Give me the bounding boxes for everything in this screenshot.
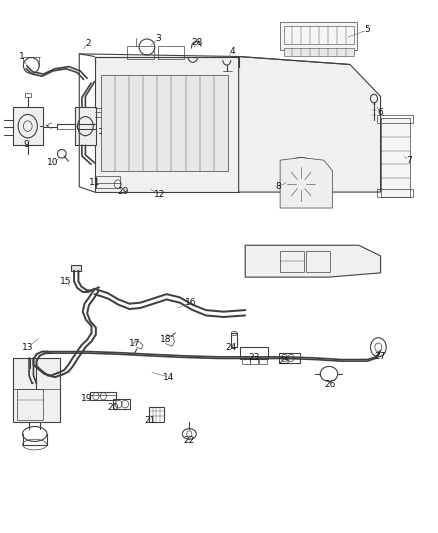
Bar bbox=[280, 22, 357, 50]
Bar bbox=[158, 46, 184, 59]
Bar bbox=[280, 251, 304, 272]
Bar bbox=[96, 176, 120, 188]
Text: 4: 4 bbox=[229, 47, 235, 55]
Text: 2: 2 bbox=[85, 39, 91, 48]
Polygon shape bbox=[239, 56, 381, 192]
Bar bbox=[251, 358, 258, 365]
Bar bbox=[381, 118, 410, 197]
Bar bbox=[149, 407, 164, 422]
Text: 29: 29 bbox=[117, 187, 129, 196]
Text: 17: 17 bbox=[129, 339, 141, 348]
Text: 22: 22 bbox=[184, 437, 195, 446]
Text: 5: 5 bbox=[364, 26, 370, 35]
Text: 7: 7 bbox=[406, 156, 412, 165]
Bar bbox=[127, 46, 153, 59]
Text: 16: 16 bbox=[185, 298, 196, 307]
Bar bbox=[306, 251, 330, 272]
Bar bbox=[377, 115, 413, 123]
Bar bbox=[242, 358, 250, 365]
Text: 20: 20 bbox=[108, 403, 119, 412]
Text: 24: 24 bbox=[226, 343, 237, 352]
Text: 23: 23 bbox=[248, 353, 260, 362]
Polygon shape bbox=[280, 158, 332, 208]
Bar bbox=[284, 26, 354, 44]
Text: 15: 15 bbox=[60, 277, 71, 286]
Text: 3: 3 bbox=[155, 35, 161, 44]
Text: 27: 27 bbox=[375, 352, 386, 361]
Text: 26: 26 bbox=[325, 380, 336, 389]
Text: 8: 8 bbox=[275, 182, 281, 191]
Text: 19: 19 bbox=[81, 394, 93, 403]
Text: 14: 14 bbox=[163, 373, 174, 382]
Bar bbox=[13, 107, 42, 146]
Text: 11: 11 bbox=[89, 178, 100, 187]
Text: 1: 1 bbox=[19, 52, 25, 61]
Bar bbox=[90, 392, 116, 400]
Text: 9: 9 bbox=[23, 140, 29, 149]
Bar bbox=[279, 353, 300, 364]
Bar bbox=[25, 93, 31, 98]
Text: 6: 6 bbox=[378, 108, 383, 117]
Text: 21: 21 bbox=[145, 416, 155, 425]
Bar bbox=[71, 265, 81, 271]
Text: 25: 25 bbox=[278, 357, 290, 366]
Text: 10: 10 bbox=[47, 158, 59, 167]
Bar bbox=[13, 358, 60, 422]
Bar bbox=[231, 334, 237, 348]
Bar bbox=[113, 399, 130, 409]
Bar bbox=[17, 389, 42, 419]
Polygon shape bbox=[95, 56, 239, 192]
Text: 18: 18 bbox=[160, 335, 172, 344]
Text: 28: 28 bbox=[191, 38, 203, 47]
Bar bbox=[240, 348, 268, 359]
Bar bbox=[101, 75, 228, 171]
Text: 13: 13 bbox=[22, 343, 34, 352]
Bar bbox=[75, 107, 96, 146]
Text: 12: 12 bbox=[154, 190, 166, 199]
Polygon shape bbox=[245, 245, 381, 277]
Bar bbox=[284, 48, 354, 56]
Bar bbox=[377, 189, 413, 197]
Bar bbox=[259, 358, 267, 365]
